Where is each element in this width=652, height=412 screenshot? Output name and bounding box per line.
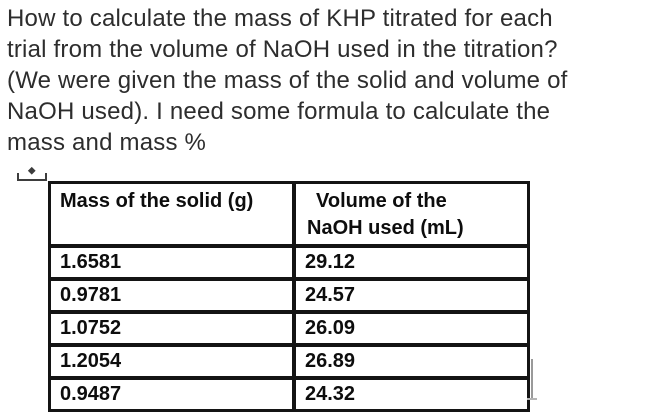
cell-volume: 26.89 bbox=[294, 345, 529, 378]
column-header-mass: Mass of the solid (g) bbox=[49, 182, 294, 246]
cell-mass: 1.6581 bbox=[49, 246, 294, 279]
table-move-handle-icon[interactable] bbox=[15, 164, 49, 182]
table-header-row: Mass of the solid (g) Volume of the NaOH… bbox=[49, 182, 529, 246]
cell-mass: 0.9781 bbox=[49, 279, 294, 312]
column-header-volume-line2: NaOH used (mL) bbox=[307, 217, 464, 239]
question-line: mass and mass % bbox=[7, 129, 207, 156]
table-move-handle-glyph bbox=[17, 166, 47, 181]
cell-mass: 0.9487 bbox=[49, 378, 294, 411]
cell-volume: 29.12 bbox=[294, 246, 529, 279]
cell-mass: 1.0752 bbox=[49, 312, 294, 345]
question-text: How to calculate the mass of KHP titrate… bbox=[7, 3, 652, 158]
table-row: 0.9781 24.57 bbox=[49, 279, 529, 312]
table-row: 1.2054 26.89 bbox=[49, 345, 529, 378]
data-table: Mass of the solid (g) Volume of the NaOH… bbox=[48, 181, 530, 412]
column-header-volume: Volume of the NaOH used (mL) bbox=[294, 182, 529, 246]
table-row: 1.0752 26.09 bbox=[49, 312, 529, 345]
question-line: trial from the volume of NaOH used in th… bbox=[7, 36, 558, 63]
question-line: NaOH used). I need some formula to calcu… bbox=[7, 98, 551, 125]
column-header-mass-label: Mass of the solid (g) bbox=[60, 190, 254, 212]
cell-volume: 24.57 bbox=[294, 279, 529, 312]
question-line: (We were given the mass of the solid and… bbox=[7, 67, 568, 94]
table-row: 1.6581 29.12 bbox=[49, 246, 529, 279]
column-header-volume-line1: Volume of the bbox=[316, 190, 447, 212]
cell-mass: 1.2054 bbox=[49, 345, 294, 378]
cell-volume: 26.09 bbox=[294, 312, 529, 345]
text-cursor bbox=[527, 359, 537, 400]
cell-volume: 24.32 bbox=[294, 378, 529, 411]
table-row: 0.9487 24.32 bbox=[49, 378, 529, 411]
question-line: How to calculate the mass of KHP titrate… bbox=[7, 5, 553, 32]
